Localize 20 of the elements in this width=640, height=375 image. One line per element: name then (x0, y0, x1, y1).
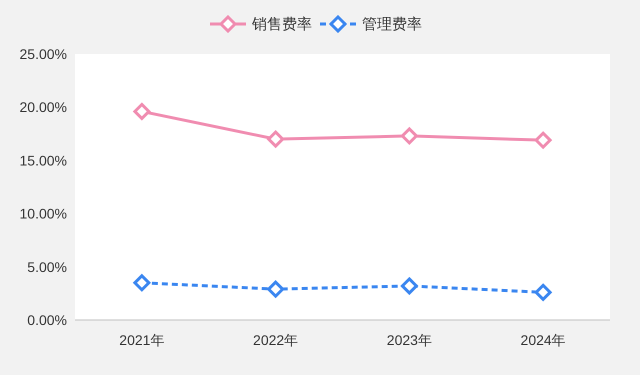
point (133, 274, 150, 292)
point (534, 132, 552, 149)
point (133, 102, 150, 120)
ytick: 25.00% (20, 46, 67, 62)
point (400, 277, 418, 294)
ytick: 5.00% (27, 258, 67, 275)
legend-label: 管理费率 (362, 16, 422, 33)
ytick: 15.00% (20, 152, 67, 168)
ytick: 0.00% (27, 312, 67, 328)
xtick: 2022年 (253, 332, 298, 348)
point (267, 280, 284, 298)
legend-label: 销售费率 (251, 16, 312, 33)
point (400, 127, 418, 144)
point (534, 284, 552, 301)
xtick: 2024年 (520, 332, 566, 348)
ytick: 10.00% (20, 206, 67, 222)
ytick: 20.00% (20, 99, 67, 116)
point (267, 130, 284, 148)
xtick: 2021年 (119, 332, 164, 348)
xtick: 2023年 (386, 332, 432, 348)
